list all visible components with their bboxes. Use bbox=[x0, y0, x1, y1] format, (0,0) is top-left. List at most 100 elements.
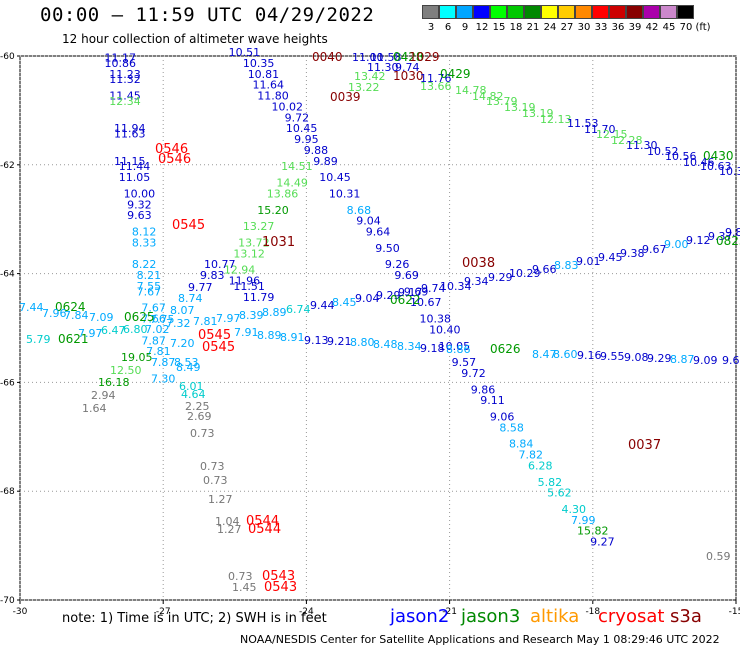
annotation-label: 7.02 bbox=[145, 323, 170, 336]
y-tick-label: -66 bbox=[0, 378, 15, 388]
annotation-label: 9.29 bbox=[488, 271, 513, 284]
annotation-label: 13.22 bbox=[348, 81, 380, 94]
swh-value-label: 12.94 bbox=[224, 264, 256, 277]
annotation-label: 0038 bbox=[462, 256, 495, 271]
annotation-label: 7.09 bbox=[89, 311, 114, 324]
annotation-label: 1.27 bbox=[217, 523, 242, 536]
colorbar-swatch bbox=[677, 5, 694, 19]
annotation-label: 8.07 bbox=[170, 304, 195, 317]
swh-value-label: 11.05 bbox=[119, 171, 151, 184]
annotation-label: 8.83 bbox=[554, 259, 579, 272]
annotation-label: 0545 bbox=[172, 218, 205, 233]
page-subtitle: 12 hour collection of altimeter wave hei… bbox=[62, 32, 328, 46]
annotation-label: 9.37 bbox=[708, 230, 733, 243]
annotation-label: 0039 bbox=[330, 90, 361, 104]
annotation-label: 13.79 bbox=[486, 95, 518, 108]
annotation-label: 7.97 bbox=[216, 312, 241, 325]
annotation-label: 9.21 bbox=[327, 335, 352, 348]
colorbar-label: 9 bbox=[461, 22, 469, 33]
colorbar-label: 42 bbox=[645, 22, 659, 33]
annotation-label: 9.66 bbox=[532, 263, 557, 276]
colorbar-swatch bbox=[643, 5, 660, 19]
colorbar-label: 3 bbox=[427, 22, 435, 33]
annotation-label: 6.74 bbox=[286, 303, 311, 316]
colorbar-label: 45 bbox=[662, 22, 676, 33]
swh-value-label: 5.82 bbox=[538, 476, 563, 489]
annotation-label: 19.05 bbox=[121, 351, 153, 364]
swh-value-label: 9.32 bbox=[127, 198, 152, 211]
annotation-label: 13.66 bbox=[420, 80, 452, 93]
legend-s3a: s3a bbox=[670, 606, 702, 627]
annotation-label: 10.3 bbox=[719, 165, 740, 178]
annotation-label: 2.94 bbox=[91, 389, 116, 402]
annotation-label: 8.39 bbox=[239, 309, 264, 322]
colorbar-swatch bbox=[490, 5, 507, 19]
annotation-label: 8.53 bbox=[174, 356, 199, 369]
legend-jason3: jason3 bbox=[461, 606, 521, 627]
annotation-label: 9.08 bbox=[624, 351, 649, 364]
annotation-label: 1.64 bbox=[82, 402, 107, 415]
colorbar-label: 36 bbox=[611, 22, 625, 33]
annotation-label: 0546 bbox=[158, 152, 191, 167]
swh-value-label: 9.72 bbox=[461, 367, 486, 380]
annotation-label: 0543 bbox=[264, 580, 297, 595]
x-tick-label: -27 bbox=[156, 607, 171, 617]
annotation-label: 11.58 bbox=[370, 51, 402, 64]
legend-jason2: jason2 bbox=[390, 606, 450, 627]
annotation-label: 10.34 bbox=[440, 280, 472, 293]
colorbar-label: 12 bbox=[475, 22, 489, 33]
annotation-label: 13.42 bbox=[354, 70, 386, 83]
annotation-label: 2.69 bbox=[187, 410, 212, 423]
swh-value-label: 7.87 bbox=[141, 334, 166, 347]
annotation-label: 8.91 bbox=[280, 331, 305, 344]
annotation-label: 11.30 bbox=[626, 139, 658, 152]
swh-value-label: 7.55 bbox=[137, 280, 162, 293]
annotation-label: 9.17 bbox=[398, 286, 423, 299]
annotation-label: 0.73 bbox=[203, 474, 228, 487]
annotation-label: 13.19 bbox=[504, 101, 536, 114]
annotation-label: 0.59 bbox=[706, 550, 731, 563]
swh-value-label: 10.00 bbox=[124, 187, 156, 200]
colorbar-swatch bbox=[524, 5, 541, 19]
annotation-label: 9.74 bbox=[421, 282, 446, 295]
annotation-label: 8.74 bbox=[178, 292, 203, 305]
annotation-label: 7.44 bbox=[19, 301, 44, 314]
swh-value-label: 9.63 bbox=[127, 209, 152, 222]
annotation-label: 8.34 bbox=[397, 340, 422, 353]
swh-value-label: 9.89 bbox=[313, 155, 338, 168]
y-tick-label: -68 bbox=[0, 487, 15, 497]
annotation-label: 9.04 bbox=[355, 292, 380, 305]
annotation-label: 12.28 bbox=[611, 134, 643, 147]
annotation-label: 9.8 bbox=[725, 226, 740, 239]
swh-value-label: 11.51 bbox=[233, 280, 265, 293]
swh-value-label: 10.05 bbox=[439, 340, 471, 353]
colorbar-label: 39 bbox=[628, 22, 642, 33]
page-title: 00:00 – 11:59 UTC 04/29/2022 bbox=[40, 4, 375, 26]
annotation-label: 0040 bbox=[312, 50, 343, 64]
annotation-label: 10.46 bbox=[683, 156, 715, 169]
annotation-label: 9.29 bbox=[647, 352, 672, 365]
y-tick-label: -64 bbox=[0, 270, 15, 280]
annotation-label: 7.84 bbox=[64, 309, 89, 322]
legend-cryosat: cryosat bbox=[598, 606, 665, 627]
colorbar-label: 21 bbox=[526, 22, 540, 33]
annotation-label: 0625 bbox=[124, 310, 155, 324]
annotation-label: 11.76 bbox=[420, 72, 452, 85]
colorbar-swatch bbox=[575, 5, 592, 19]
annotation-label: 8.48 bbox=[373, 338, 398, 351]
annotation-label: 9.44 bbox=[310, 299, 335, 312]
swh-value-label: 5.62 bbox=[547, 487, 572, 500]
legend-altika: altika bbox=[530, 606, 580, 627]
swh-value-label: 15.20 bbox=[257, 204, 289, 217]
y-tick-label: -70 bbox=[0, 596, 15, 606]
swh-value-label: 7.87 bbox=[151, 356, 176, 369]
y-tick-label: -60 bbox=[0, 52, 15, 62]
swh-value-label: 9.95 bbox=[294, 133, 319, 146]
annotation-label: 9.83 bbox=[200, 269, 225, 282]
swh-value-label: 11.80 bbox=[257, 90, 289, 103]
swh-value-label: 13.72 bbox=[238, 236, 270, 249]
annotation-label: 0545 bbox=[202, 340, 235, 355]
x-tick-label: -24 bbox=[299, 607, 314, 617]
colorbar-swatch bbox=[660, 5, 677, 19]
